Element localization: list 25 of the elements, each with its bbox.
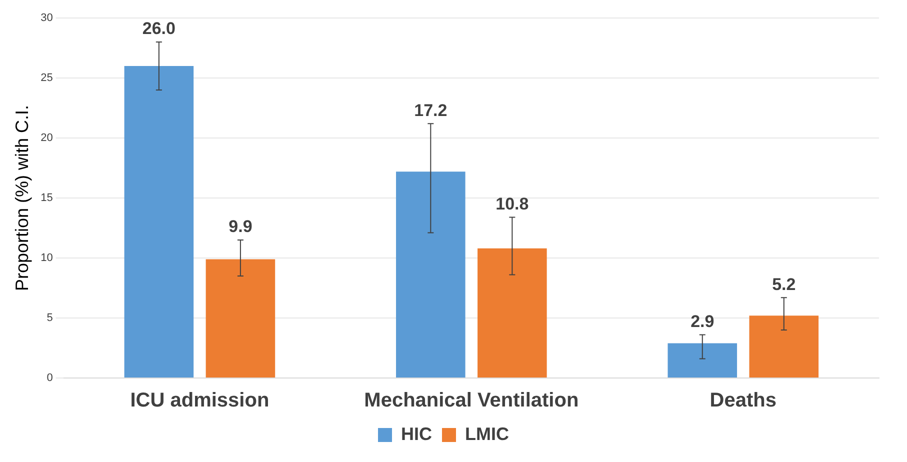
- y-tick-label: 25: [40, 72, 53, 84]
- y-tick-label: 5: [46, 312, 53, 324]
- data-label: 5.2: [772, 274, 796, 294]
- bar: [749, 316, 819, 378]
- y-tick-label: 20: [40, 132, 53, 144]
- y-tick-label: 10: [40, 252, 53, 264]
- data-label: 9.9: [228, 217, 252, 236]
- bar: [478, 248, 547, 378]
- x-tick-label: Deaths: [710, 390, 776, 412]
- bar: [124, 66, 194, 378]
- legend-label: LMIC: [465, 424, 510, 444]
- legend-label: HIC: [401, 424, 432, 444]
- data-label: 26.0: [142, 19, 176, 38]
- bar: [396, 172, 466, 378]
- y-tick-label: 30: [40, 12, 53, 24]
- bar: [206, 259, 276, 378]
- y-tick-label: 15: [40, 192, 53, 204]
- bar: [668, 343, 738, 378]
- x-tick-label: Mechanical Ventilation: [364, 390, 579, 412]
- y-tick-label: 0: [46, 372, 53, 384]
- y-axis-title: Proportion (%) with C.I.: [12, 104, 32, 292]
- data-label: 17.2: [414, 100, 448, 120]
- data-label: 2.9: [690, 312, 714, 331]
- x-tick-label: ICU admission: [130, 390, 270, 412]
- data-label: 10.8: [496, 194, 529, 214]
